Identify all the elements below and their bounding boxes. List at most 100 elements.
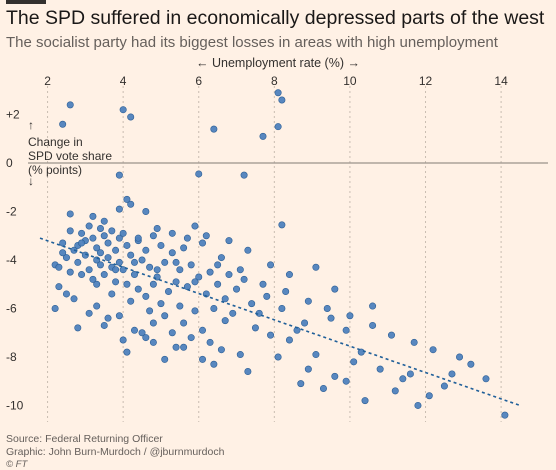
data-point [100, 217, 108, 225]
chart-title: The SPD suffered in economically depress… [6, 7, 545, 29]
data-point [399, 375, 407, 383]
data-point [89, 234, 97, 242]
data-point [134, 234, 142, 242]
data-point [93, 280, 101, 288]
data-point [191, 307, 199, 315]
data-point [142, 292, 150, 300]
data-point [104, 239, 112, 247]
data-point [202, 232, 210, 240]
data-point [301, 319, 309, 327]
data-point [233, 285, 241, 293]
data-point [78, 229, 86, 237]
data-point [278, 221, 286, 229]
y-axis-label-line: Change in [28, 135, 83, 149]
data-point [195, 273, 203, 281]
y-tick-label: 0 [6, 156, 13, 170]
data-point [112, 266, 120, 274]
y-axis-label-line: ↑ [28, 118, 34, 132]
data-point [119, 106, 127, 114]
data-point [350, 358, 358, 366]
copyright-note: © FT [6, 459, 28, 470]
x-tick-label: 12 [419, 74, 433, 88]
data-point [96, 261, 104, 269]
data-point [278, 96, 286, 104]
data-point [206, 338, 214, 346]
data-point [168, 229, 176, 237]
data-point [115, 258, 123, 266]
data-point [146, 307, 154, 315]
data-point [62, 290, 70, 298]
data-point [282, 288, 290, 296]
data-point [78, 239, 86, 247]
y-tick-label: -4 [6, 253, 17, 267]
data-point [161, 312, 169, 320]
data-point [274, 353, 282, 361]
data-point [55, 283, 63, 291]
data-point [115, 171, 123, 179]
data-point [180, 319, 188, 327]
data-point [191, 222, 199, 230]
data-point [66, 101, 74, 109]
data-point [127, 297, 135, 305]
data-point [229, 309, 237, 317]
data-point [327, 314, 335, 322]
data-point [259, 132, 267, 140]
data-point [130, 326, 138, 334]
data-point [157, 241, 165, 249]
data-point [104, 314, 112, 322]
data-point [176, 266, 184, 274]
data-point [130, 258, 138, 266]
data-point [274, 123, 282, 131]
data-point [59, 249, 67, 257]
data-point [127, 251, 135, 259]
data-point [225, 237, 233, 245]
data-point [346, 312, 354, 320]
data-point [115, 234, 123, 242]
y-tick-label: -8 [6, 350, 17, 364]
data-point [89, 275, 97, 283]
data-point [59, 120, 67, 128]
data-point [236, 266, 244, 274]
data-point [357, 348, 365, 356]
data-point [134, 285, 142, 293]
data-point [263, 292, 271, 300]
data-point [214, 261, 222, 269]
data-point [244, 368, 252, 376]
data-point [161, 355, 169, 363]
data-point [236, 351, 244, 359]
data-point [149, 232, 157, 240]
y-tick-label: -2 [6, 205, 17, 219]
data-point [115, 205, 123, 213]
trend-layer [39, 237, 521, 407]
data-point [172, 258, 180, 266]
data-point [187, 334, 195, 342]
data-point [406, 370, 414, 378]
data-point [93, 302, 101, 310]
data-point [259, 280, 267, 288]
data-point [123, 241, 131, 249]
data-point [149, 338, 157, 346]
data-point [251, 324, 259, 332]
data-point [342, 377, 350, 385]
trend-line [39, 237, 521, 407]
data-point [142, 208, 150, 216]
data-point [55, 263, 63, 271]
data-point [104, 254, 112, 262]
data-point [127, 113, 135, 121]
data-point [210, 304, 218, 312]
data-point [448, 370, 456, 378]
data-point [199, 239, 207, 247]
data-point [168, 329, 176, 337]
data-point [119, 336, 127, 344]
data-point [369, 302, 377, 310]
data-point [142, 246, 150, 254]
data-point [206, 268, 214, 276]
data-point [391, 387, 399, 395]
data-point [425, 392, 433, 400]
data-point [108, 290, 116, 298]
data-point [100, 271, 108, 279]
data-point [59, 239, 67, 247]
data-point [214, 280, 222, 288]
data-point [176, 302, 184, 310]
